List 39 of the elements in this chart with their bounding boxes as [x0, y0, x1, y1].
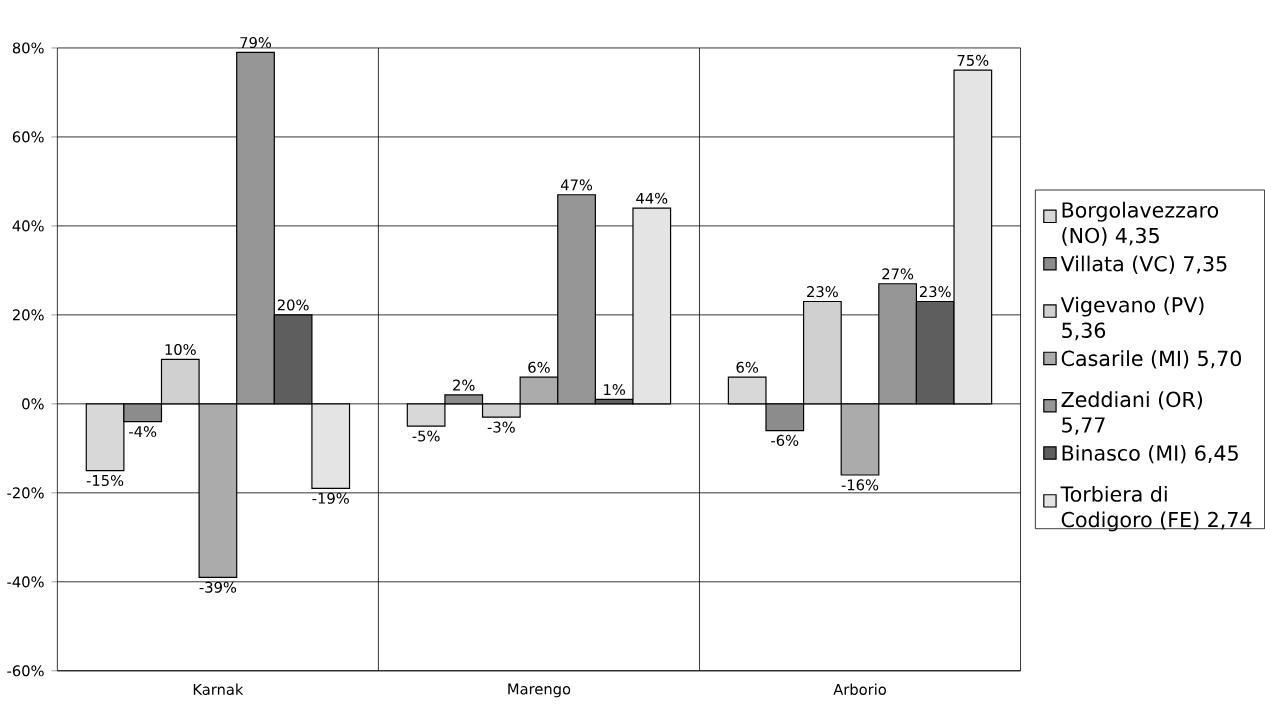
data-label: 20%	[277, 299, 309, 311]
legend-label: Villata (VC) 7,35	[1060, 255, 1227, 274]
legend-label: Borgolavezzaro (NO) 4,35	[1062, 201, 1219, 246]
y-tick-label: -40%	[7, 576, 44, 588]
y-tick-label: 0%	[22, 398, 44, 410]
legend-label: Torbiera di Codigoro (FE) 2,74	[1060, 485, 1252, 532]
data-label: -6%	[771, 434, 799, 447]
legend-label: Casarile (MI) 5,70	[1061, 350, 1241, 369]
data-label: -19%	[312, 492, 349, 504]
y-tick-label: 80%	[12, 42, 44, 54]
x-tick-label: Karnak	[193, 683, 244, 696]
legend-label: Zeddiani (OR) 5,77	[1061, 391, 1203, 435]
y-tick-label: 40%	[12, 220, 44, 232]
y-tick-label: 20%	[12, 309, 44, 321]
data-label: -39%	[199, 581, 237, 593]
x-tick-label: Arborio	[833, 683, 886, 696]
data-label: -3%	[487, 421, 515, 433]
data-label: -5%	[412, 430, 440, 442]
x-tick-label: Marengo	[508, 683, 571, 698]
legend-label: Vigevano (PV) 5,36	[1060, 296, 1204, 341]
data-label: 44%	[636, 192, 668, 204]
data-label: -4%	[129, 425, 157, 438]
data-label: 10%	[165, 343, 196, 356]
y-tick-label: -60%	[7, 665, 44, 677]
legend-label: Binasco (MI) 6,45	[1062, 444, 1238, 464]
data-label: 23%	[807, 286, 838, 298]
data-label: 2%	[453, 379, 475, 391]
data-label: 6%	[736, 361, 759, 373]
data-label: 23%	[919, 286, 951, 298]
data-label: 1%	[604, 383, 626, 396]
data-label: 27%	[882, 268, 914, 280]
data-label: 6%	[528, 361, 550, 373]
y-tick-label: -20%	[7, 487, 44, 499]
data-label: -16%	[841, 479, 879, 491]
data-label: 79%	[240, 36, 272, 49]
data-label: 47%	[560, 179, 593, 191]
data-label: 75%	[957, 54, 989, 66]
data-label: -15%	[86, 474, 124, 487]
y-tick-label: 60%	[12, 131, 44, 143]
